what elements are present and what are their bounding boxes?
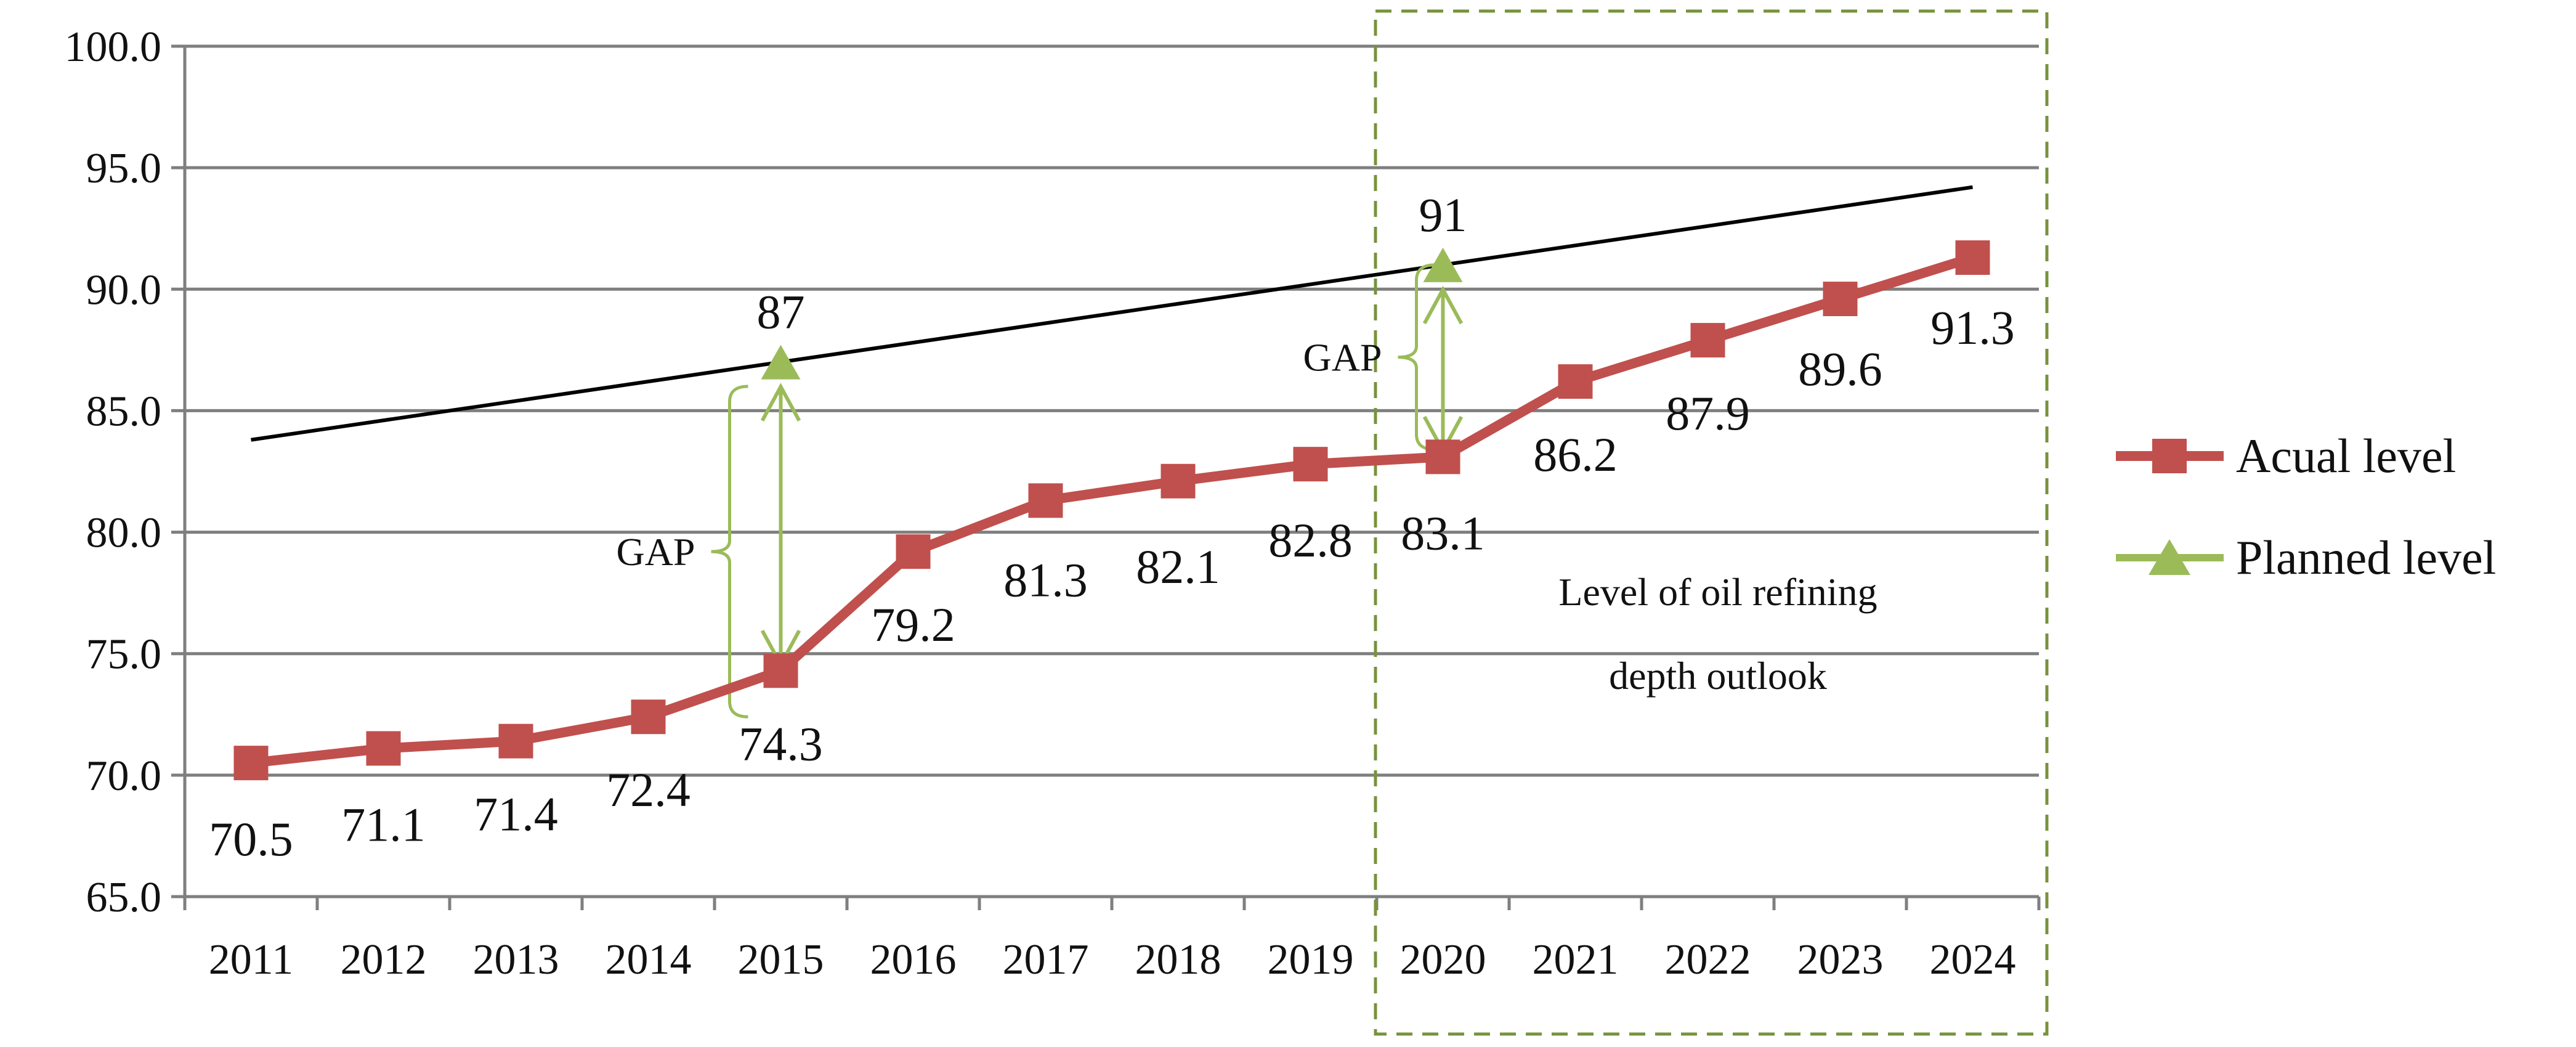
x-tick-label: 2023: [1797, 936, 1884, 984]
marker-actual: [1955, 240, 1990, 275]
marker-actual: [896, 534, 931, 569]
y-tick-label: 65.0: [86, 874, 162, 921]
x-tick-label: 2017: [1003, 936, 1089, 984]
y-tick-label: 80.0: [86, 510, 162, 557]
data-label-actual: 79.2: [871, 598, 955, 651]
data-label-actual: 74.3: [739, 717, 823, 770]
marker-actual: [1425, 439, 1460, 475]
y-tick-label: 90.0: [86, 266, 162, 314]
legend-marker-planned: [2149, 539, 2190, 575]
marker-actual: [631, 699, 666, 735]
x-tick-label: 2022: [1665, 936, 1751, 984]
x-tick-label: 2019: [1268, 936, 1354, 984]
gap-arrow-head-top: [760, 383, 801, 422]
data-label-planned: 87: [757, 285, 805, 339]
grid-layer: [185, 44, 2039, 777]
x-tick-label: 2011: [209, 936, 293, 984]
marker-planned: [1423, 247, 1463, 282]
data-label-planned: 91: [1419, 188, 1467, 242]
data-label-actual: 71.4: [474, 788, 558, 841]
marker-actual: [1823, 282, 1858, 317]
marker-actual: [1160, 463, 1196, 499]
x-tick-label: 2014: [606, 936, 692, 984]
data-label-actual: 82.8: [1268, 513, 1353, 567]
y-tick-label: 95.0: [86, 145, 162, 192]
data-label-actual: 70.5: [209, 812, 293, 866]
legend: Acual level Planned level: [2116, 429, 2496, 584]
gap-arrow: [760, 383, 801, 669]
legend-label-planned: Planned level: [2236, 531, 2496, 584]
gap-label: GAP: [616, 530, 695, 574]
marker-actual: [1028, 483, 1063, 518]
data-label-actual: 89.6: [1798, 342, 1882, 396]
x-tick-label: 2021: [1533, 936, 1619, 984]
x-tick-label: 2012: [341, 936, 427, 984]
outlook-label-line1: Level of oil refining: [1558, 570, 1877, 614]
gap-brace: [1398, 263, 1435, 452]
axis-layer: 65.0 70.0 75.0 80.0 85.0 90.0 95.0 100.0 2011 201…: [65, 23, 2041, 984]
x-tick-label: 2020: [1400, 936, 1486, 984]
trend-layer: [251, 185, 1973, 442]
data-label-actual: 72.4: [606, 763, 691, 817]
marker-actual: [1690, 323, 1725, 358]
y-tick-label: 70.0: [86, 752, 162, 800]
marker-actual: [498, 723, 533, 759]
data-label-actual: 82.1: [1136, 540, 1220, 593]
data-label-actual: 71.1: [341, 797, 426, 851]
data-label-actual: 86.2: [1533, 428, 1618, 481]
x-tick-label: 2013: [473, 936, 559, 984]
marker-planned: [761, 344, 801, 380]
y-tick-label: 85.0: [86, 388, 162, 435]
gap-layer: GAP GAP: [616, 263, 1464, 719]
y-tick-label: 100.0: [65, 23, 162, 71]
marker-actual: [233, 746, 269, 781]
outlook-region: Level of oil refining depth outlook: [1374, 9, 2049, 1036]
x-tick-label: 2016: [870, 936, 957, 984]
data-label-actual: 87.9: [1666, 386, 1750, 440]
marker-actual: [1558, 364, 1593, 399]
data-label-actual: 81.3: [1003, 553, 1088, 606]
series-layer: [233, 240, 1990, 781]
data-label-actual: 91.3: [1930, 301, 2015, 354]
x-tick-label: 2018: [1135, 936, 1221, 984]
marker-actual: [763, 653, 798, 688]
legend-label-actual: Acual level: [2236, 429, 2456, 483]
gap-brace: [711, 385, 748, 719]
gap-label: GAP: [1303, 336, 1382, 380]
y-tick-label: 75.0: [86, 631, 162, 678]
gap-arrow-head-top: [1422, 285, 1464, 325]
data-label-actual: 83.1: [1401, 506, 1485, 560]
outlook-label-line2: depth outlook: [1609, 654, 1827, 698]
outlook-box: [1374, 9, 2049, 1036]
legend-marker-actual: [2152, 439, 2187, 473]
marker-actual: [1293, 447, 1328, 482]
trend-line: [251, 185, 1973, 442]
series-line-actual: [250, 253, 1974, 768]
label-layer: 87 91 70.5 71.1 71.4 72.4 74.3 79.2 81.3 82.1 82.8…: [209, 188, 2015, 866]
marker-actual: [366, 731, 401, 766]
x-tick-label: 2024: [1930, 936, 2016, 984]
x-tick-label: 2015: [738, 936, 824, 984]
gap-arrow: [1422, 285, 1464, 455]
